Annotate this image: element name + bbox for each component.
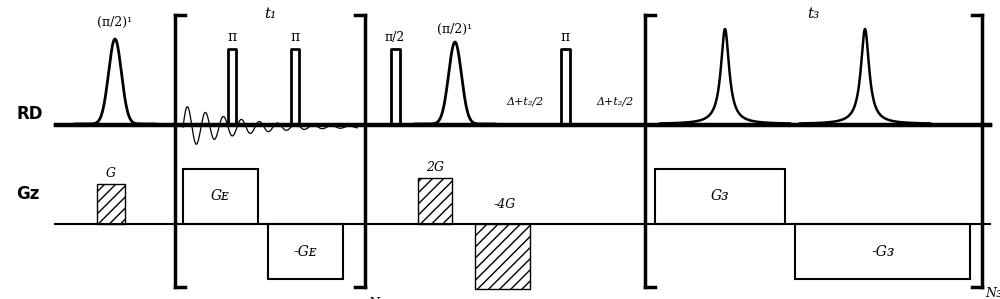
- Text: RD: RD: [17, 105, 43, 123]
- Text: Δ+t₂/2: Δ+t₂/2: [596, 96, 634, 106]
- Bar: [268, 224, 343, 279]
- Bar: [655, 169, 785, 224]
- Text: t₁: t₁: [264, 7, 276, 21]
- Text: -Gᴈ: -Gᴈ: [871, 245, 894, 259]
- Text: Gz: Gz: [16, 185, 40, 203]
- Text: Gᴈ: Gᴈ: [711, 190, 729, 204]
- Text: (π/2)¹: (π/2)¹: [97, 16, 133, 29]
- Text: 2G: 2G: [426, 161, 444, 174]
- Text: t₃: t₃: [807, 7, 820, 21]
- Text: G: G: [106, 167, 116, 180]
- Bar: [97, 184, 125, 224]
- Text: Nᴇ: Nᴇ: [368, 297, 386, 299]
- Text: Nᴈ: Nᴈ: [985, 287, 1000, 299]
- Bar: [475, 224, 530, 289]
- Text: -Gᴇ: -Gᴇ: [294, 245, 317, 259]
- Text: π: π: [560, 30, 570, 44]
- Bar: [183, 169, 258, 224]
- Text: π/2: π/2: [385, 31, 405, 44]
- Bar: [418, 178, 452, 224]
- Text: Gᴇ: Gᴇ: [211, 190, 230, 204]
- Text: π: π: [227, 30, 237, 44]
- Text: π: π: [290, 30, 300, 44]
- Bar: [795, 224, 970, 279]
- Text: -4G: -4G: [494, 198, 516, 210]
- Text: (π/2)¹: (π/2)¹: [437, 23, 473, 36]
- Text: Δ+t₂/2: Δ+t₂/2: [506, 96, 544, 106]
